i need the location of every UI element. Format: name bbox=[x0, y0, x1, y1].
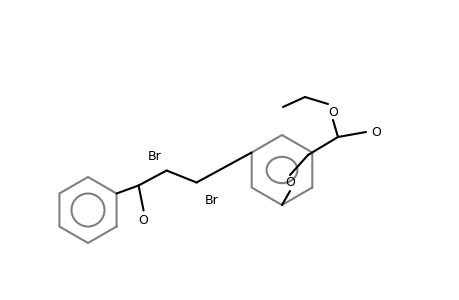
Text: Br: Br bbox=[147, 150, 161, 163]
Text: Br: Br bbox=[204, 194, 218, 207]
Text: O: O bbox=[327, 106, 337, 118]
Text: O: O bbox=[370, 125, 380, 139]
Text: O: O bbox=[285, 176, 294, 190]
Text: O: O bbox=[138, 214, 148, 227]
